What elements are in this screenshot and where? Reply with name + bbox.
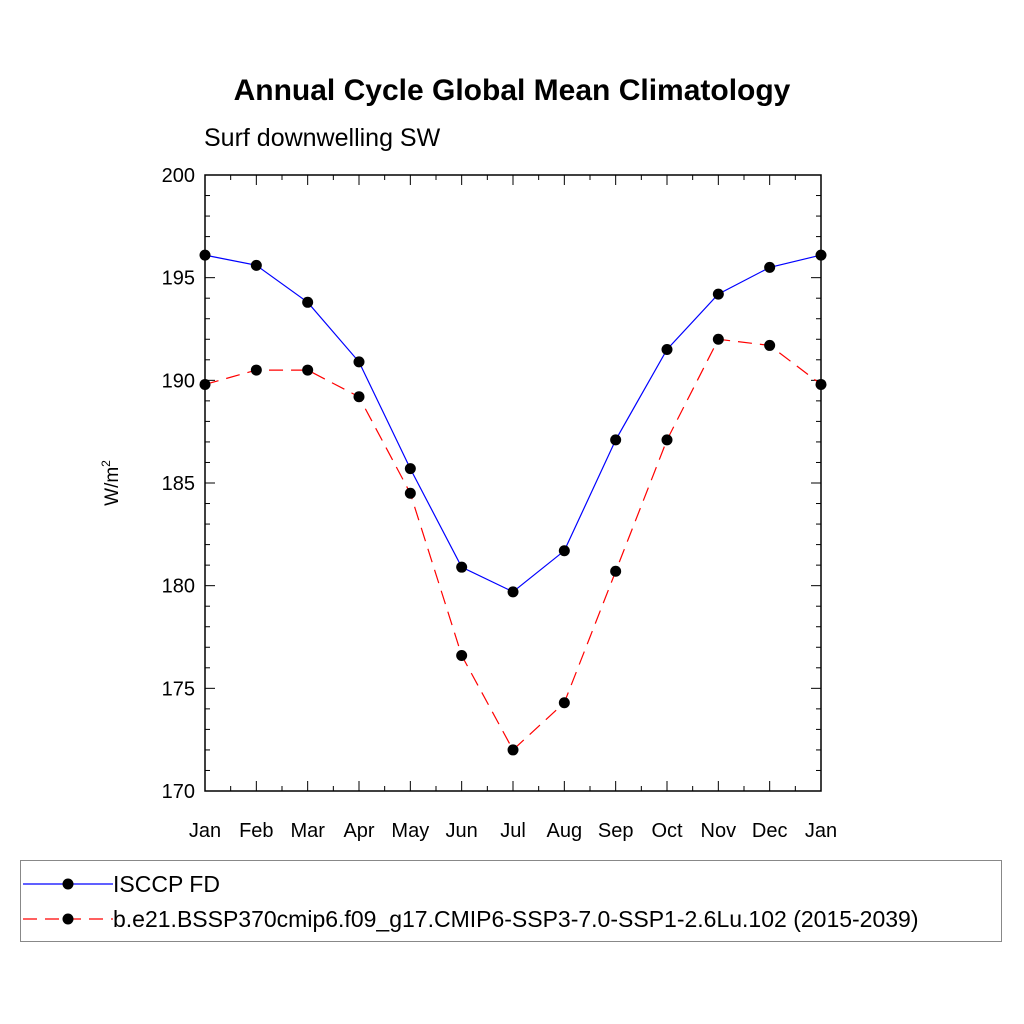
- chart-title: Annual Cycle Global Mean Climatology: [233, 74, 791, 107]
- data-point: [610, 565, 622, 577]
- legend: ISCCP FD b.e21.BSSP370cmip6.f09_g17.CMIP…: [20, 860, 1002, 942]
- legend-label-model: b.e21.BSSP370cmip6.f09_g17.CMIP6-SSP3-7.…: [113, 906, 919, 932]
- data-point: [353, 356, 365, 368]
- data-point: [353, 391, 365, 403]
- x-tick-label: Jan: [805, 820, 837, 842]
- x-tick-label: Apr: [343, 820, 374, 842]
- data-point: [558, 545, 570, 557]
- data-point: [610, 434, 622, 446]
- x-tick-label: Oct: [651, 820, 683, 842]
- chart-subtitle: Surf downwelling SW: [204, 124, 441, 152]
- legend-swatch-isccp: [23, 878, 113, 890]
- x-tick-label: Feb: [239, 820, 273, 842]
- data-point: [404, 487, 416, 499]
- y-axis-label: W/m2: [99, 460, 123, 506]
- data-point: [507, 744, 519, 756]
- plot-frame: [204, 174, 822, 792]
- data-point: [712, 333, 724, 345]
- x-tick-label: Aug: [547, 820, 583, 842]
- data-point: [250, 364, 262, 376]
- data-point: [661, 434, 673, 446]
- x-tick-label: Sep: [598, 820, 634, 842]
- x-tick-label: Dec: [752, 820, 788, 842]
- x-tick-label: Mar: [290, 820, 325, 842]
- data-point: [404, 463, 416, 475]
- y-tick-label: 190: [162, 370, 195, 392]
- legend-swatch-model: [23, 913, 113, 925]
- data-point: [456, 649, 468, 661]
- x-tick-label: Nov: [701, 820, 737, 842]
- x-tick-label: Jan: [189, 820, 221, 842]
- data-point: [661, 344, 673, 356]
- x-tick-label: Jun: [446, 820, 478, 842]
- series-line-1: [204, 338, 822, 751]
- legend-entry-model: b.e21.BSSP370cmip6.f09_g17.CMIP6-SSP3-7.…: [21, 901, 1001, 935]
- series-line-0: [204, 254, 822, 593]
- data-point: [764, 339, 776, 351]
- y-tick-label: 195: [162, 268, 195, 290]
- data-point: [507, 586, 519, 598]
- y-tick-label: 170: [162, 781, 195, 803]
- y-tick-label: 185: [162, 473, 195, 495]
- data-point: [302, 296, 314, 308]
- data-point: [250, 259, 262, 271]
- data-point: [456, 561, 468, 573]
- line-chart: 170 175 180 185 190 195 200 Jan Feb Mar Apr May Jun J…: [99, 165, 837, 842]
- y-tick-label: 180: [162, 576, 195, 598]
- legend-label-isccp: ISCCP FD: [113, 871, 220, 897]
- x-tick-label: May: [391, 820, 429, 842]
- data-point: [764, 261, 776, 273]
- y-tick-label: 175: [162, 678, 195, 700]
- x-tick-label: Jul: [500, 820, 526, 842]
- legend-entry-isccp: ISCCP FD: [21, 866, 1001, 900]
- data-point: [558, 697, 570, 709]
- data-point: [302, 364, 314, 376]
- y-tick-label: 200: [162, 165, 195, 187]
- data-point: [712, 288, 724, 300]
